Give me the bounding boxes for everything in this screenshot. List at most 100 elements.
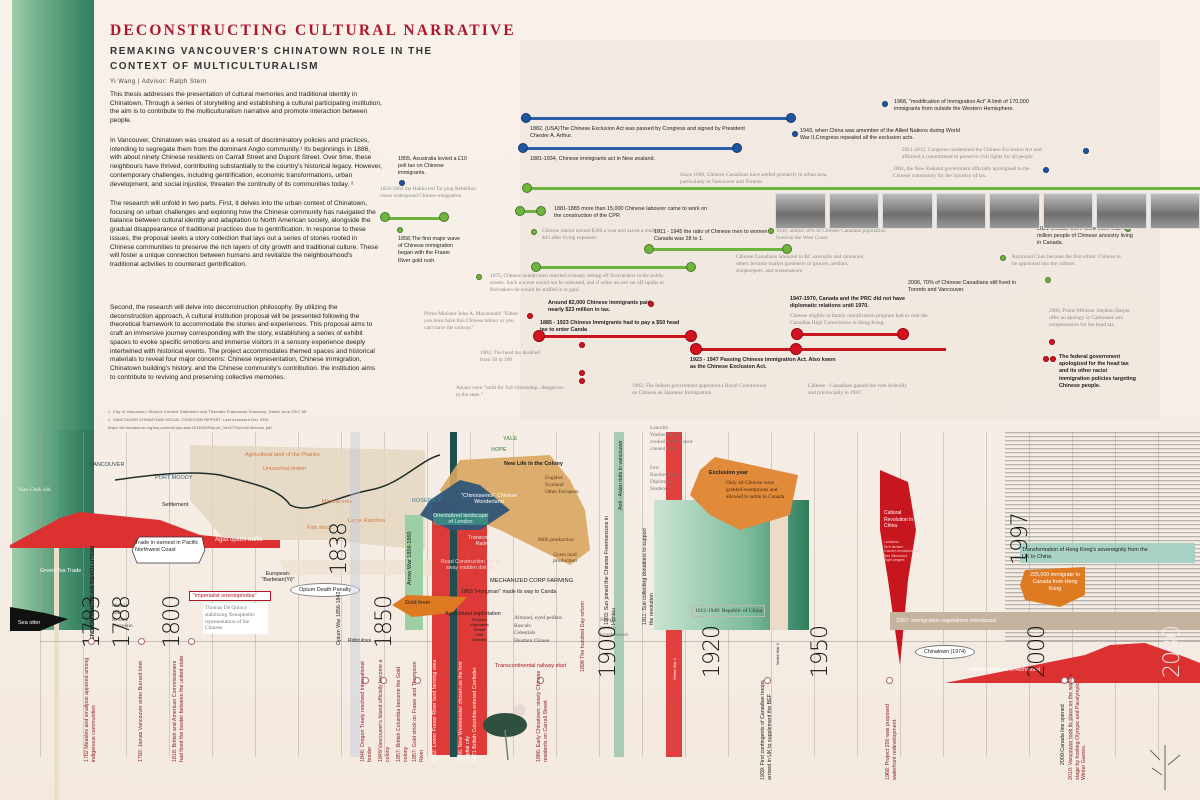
green-dot[interactable] xyxy=(531,229,537,235)
road-label: Road Construction Yer & sway midden dist… xyxy=(440,559,499,571)
rosedale-label: ROSEDALE xyxy=(412,498,442,504)
event-marker[interactable] xyxy=(1061,677,1068,684)
red-dot[interactable] xyxy=(1049,339,1055,345)
footnote-3: https://bcfoodaction.org/wp-content/uplo… xyxy=(108,426,272,430)
poster-title: DECONSTRUCTING CULTURAL NARRATIVE xyxy=(110,22,516,39)
origins-list: England Scotland Other European xyxy=(545,475,579,495)
green-tea-label: Green Tea Trade xyxy=(40,568,82,574)
red-dot[interactable] xyxy=(648,301,654,307)
new-life-label: New Life In the Colony xyxy=(504,461,563,467)
event-marker[interactable] xyxy=(414,677,421,684)
note-macdonald: Prime Minister John A. Macdonald: "Eithe… xyxy=(424,311,519,332)
green-dot[interactable] xyxy=(531,262,541,272)
green-dot[interactable] xyxy=(644,244,654,254)
event-1857-gold: 1857: Gold strick on Fraser and Thompson… xyxy=(412,661,425,762)
timber-label: Untouched timber xyxy=(263,466,307,472)
mineral-label: Mineral ores xyxy=(322,499,353,505)
green-line-labour xyxy=(536,266,690,269)
ww2-label: World War 2 xyxy=(775,642,780,665)
red-dot[interactable] xyxy=(791,328,803,340)
event-marker[interactable] xyxy=(886,677,893,684)
red-dot[interactable] xyxy=(533,330,545,342)
red-dot[interactable] xyxy=(1043,356,1049,362)
note-82000: Around 82,000 Chinese immigrants paid ne… xyxy=(548,300,651,314)
note-family: Chinese eligible in family reunification… xyxy=(790,313,928,327)
crops-list: Potatoes Vegetables Wheat Oats Orchards xyxy=(470,618,489,642)
event-marker[interactable] xyxy=(380,677,387,684)
note-sawmills: Chinese Canadians laboured in BC sawmill… xyxy=(736,254,865,275)
blue-dot[interactable] xyxy=(521,113,531,123)
green-dot[interactable] xyxy=(522,183,532,193)
green-line-1881 xyxy=(520,210,540,213)
blue-dot[interactable] xyxy=(732,143,742,153)
green-line-1911 xyxy=(649,248,786,251)
green-dot[interactable] xyxy=(782,244,792,254)
hk-sovereignty-label: Transformation of Hong Kong's sovereigni… xyxy=(1022,547,1148,560)
hundred-day-label: 1898 The hundred Day reform xyxy=(580,601,586,672)
ww2-band xyxy=(770,500,788,630)
byline: Yi Wang | Advisor: Ralph Stern xyxy=(110,79,207,85)
green-dot[interactable] xyxy=(397,227,403,233)
note-1858: 1858,The first major wave of Chinese imm… xyxy=(398,236,461,264)
blue-dot[interactable] xyxy=(792,131,798,137)
red-dot[interactable] xyxy=(1050,356,1056,362)
blue-dot[interactable] xyxy=(882,101,888,107)
red-dot[interactable] xyxy=(790,343,802,355)
green-dot[interactable] xyxy=(515,206,525,216)
abstract-paragraph-1: This thesis addresses the presentation o… xyxy=(110,91,382,125)
arrow-war-label: Arrow War 1856-1860 xyxy=(407,531,413,585)
red-dot[interactable] xyxy=(897,328,909,340)
cream-strip xyxy=(54,540,59,800)
red-dot[interactable] xyxy=(685,330,697,342)
event-marker[interactable] xyxy=(537,677,544,684)
green-dot[interactable] xyxy=(380,212,390,222)
striped-region xyxy=(1005,432,1200,642)
red-dot[interactable] xyxy=(579,342,585,348)
event-marker[interactable] xyxy=(362,677,369,684)
archival-photo xyxy=(1096,193,1147,229)
event-marker[interactable] xyxy=(138,638,145,645)
event-marker[interactable] xyxy=(764,677,771,684)
hk-immigration-shape xyxy=(1020,567,1085,607)
nan-cheh-label: Nan-Cheh silk xyxy=(19,487,51,493)
blue-dot[interactable] xyxy=(518,143,528,153)
red-dot[interactable] xyxy=(579,378,585,384)
event-1857-colony: 1857: British Columbia become the Gold c… xyxy=(396,666,409,762)
green-dot[interactable] xyxy=(1045,277,1051,283)
prairies-label: Agricultural land of the Prairies xyxy=(245,452,320,458)
note-2011: 2011-2012, Congress condemned the Chines… xyxy=(902,147,1042,161)
blue-line-1882 xyxy=(526,117,792,120)
milk-label: Milk production xyxy=(538,537,574,543)
green-dot[interactable] xyxy=(536,206,546,216)
green-dot[interactable] xyxy=(476,274,482,280)
green-dot[interactable] xyxy=(439,212,449,222)
blue-dot[interactable] xyxy=(399,180,405,186)
blue-dot[interactable] xyxy=(1083,148,1089,154)
railway-red-band xyxy=(432,500,487,755)
note-apology: The federal government apologized for th… xyxy=(1059,354,1136,389)
blue-dot[interactable] xyxy=(1043,167,1049,173)
chinoiseries-label: "Chinoiseries" Chinese Wonderland xyxy=(461,493,517,505)
green-dot[interactable] xyxy=(686,262,696,272)
event-1866: 1866: New Westminster chosen as the firs… xyxy=(458,661,471,762)
hongman-label: 1863 "Hongman" made its way to Canda xyxy=(461,589,557,595)
red-dot[interactable] xyxy=(527,313,533,319)
event-1792: 1792: Jamas Vancouver enter Burrard Inle… xyxy=(138,661,144,762)
green-dot[interactable] xyxy=(768,228,774,234)
de-quincey-label: Thomas De Quincy stabilising Xenophobic … xyxy=(203,603,268,635)
blue-dot[interactable] xyxy=(786,113,796,123)
event-marker[interactable] xyxy=(88,638,95,645)
note-1881-nz: 1881-1934, Chinese immigrants act in New… xyxy=(530,156,655,162)
event-marker[interactable] xyxy=(188,638,195,645)
green-dot[interactable] xyxy=(1000,255,1006,261)
gold-fever-shape xyxy=(392,595,467,617)
green-line-1858 xyxy=(385,217,443,220)
opium-war-label: Opium War 1856-1842 xyxy=(336,591,342,645)
archival-photo xyxy=(1042,193,1093,229)
republic-label: 1912-1949: Republic of China xyxy=(692,605,766,617)
red-dot[interactable] xyxy=(690,343,702,355)
poster-subtitle: REMAKING VANCOUVER'S CHINATOWN ROLE IN T… xyxy=(110,46,433,72)
chinatown-1974-label: Chinatown (1974) xyxy=(915,645,975,659)
event-marker[interactable] xyxy=(1068,677,1075,684)
red-dot[interactable] xyxy=(579,370,585,376)
